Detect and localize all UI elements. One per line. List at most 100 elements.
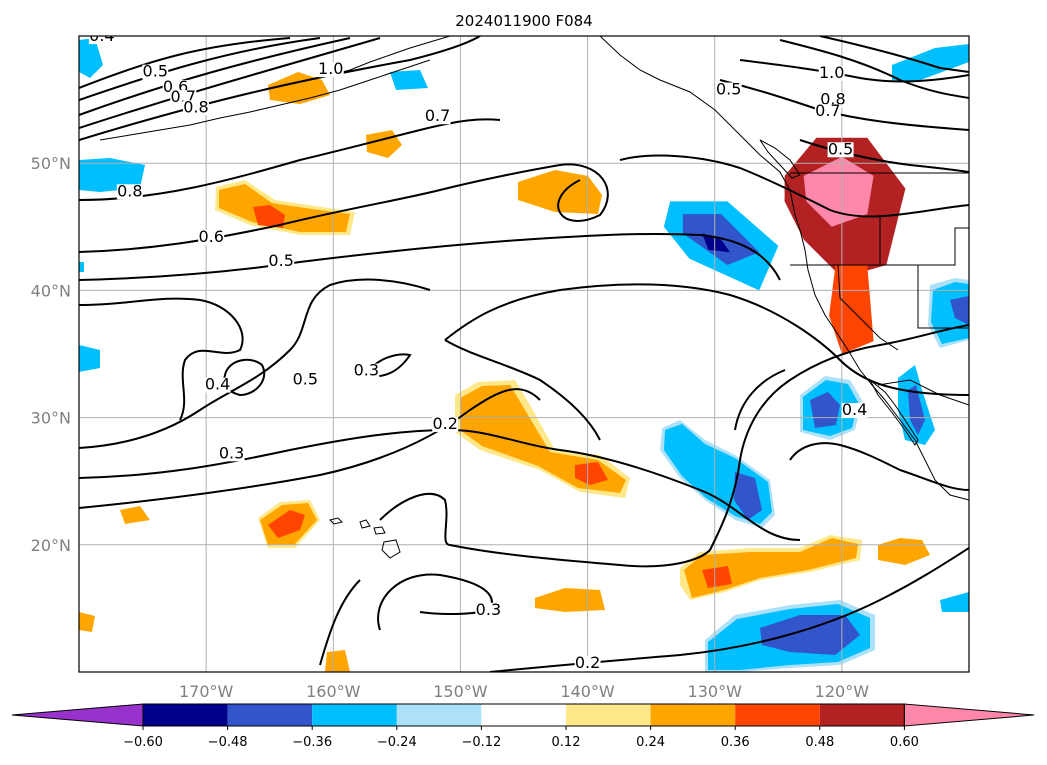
colorbar-tick-label: −0.36 bbox=[292, 735, 332, 750]
colorbar-tick-label: 0.24 bbox=[636, 735, 665, 750]
lat-tick-label: 20°N bbox=[31, 536, 71, 555]
negative-anomaly-patch bbox=[892, 44, 969, 82]
contour-line bbox=[619, 154, 969, 218]
contour-label-bg bbox=[218, 446, 245, 462]
colorbar: −0.60 −0.48 −0.36 −0.24 −0.12 0.12 0.24 0.36 0.4… bbox=[11, 703, 1035, 750]
negative-anomaly-patch bbox=[940, 592, 969, 612]
colorbar-segment bbox=[819, 704, 905, 726]
colorbar-tick-label: 0.60 bbox=[890, 735, 919, 750]
contour-line bbox=[79, 37, 351, 116]
colorbar-segment bbox=[396, 704, 482, 726]
negative-anomaly-patch bbox=[760, 615, 860, 655]
contour-label: 0.8 bbox=[183, 97, 208, 116]
contour-label: 0.3 bbox=[476, 600, 501, 619]
negative-anomaly-patch bbox=[390, 70, 428, 90]
negative-anomaly-patch bbox=[79, 262, 84, 272]
colorbar-segment bbox=[312, 704, 397, 726]
contour-label: 0.3 bbox=[219, 443, 244, 462]
negative-anomaly-patch bbox=[79, 158, 145, 192]
lat-tick-label: 30°N bbox=[31, 409, 71, 428]
colorbar-segment bbox=[481, 704, 566, 726]
colorbar-extend-max bbox=[903, 703, 1035, 727]
anomaly-region-5 bbox=[702, 233, 730, 253]
lon-tick-label: 160°W bbox=[306, 682, 361, 701]
contour-label-bg bbox=[142, 64, 169, 80]
positive-anomaly-patch bbox=[253, 205, 285, 228]
contour-line bbox=[79, 232, 781, 281]
contour-label-bg bbox=[574, 656, 601, 672]
contour-label-bg bbox=[204, 377, 231, 393]
lon-tick-label: 170°W bbox=[179, 682, 234, 701]
contour-label: 0.4 bbox=[89, 26, 114, 45]
contour-label-bg bbox=[818, 65, 845, 81]
positive-anomaly-patch bbox=[268, 72, 330, 104]
coastline-layer bbox=[99, 36, 969, 559]
axis-labels: 170°W 160°W 150°W 140°W 130°W 120°W 50°N 40°N 30… bbox=[31, 154, 870, 701]
positive-anomaly-patch bbox=[219, 184, 350, 232]
colorbar-tick-label: 0.12 bbox=[552, 735, 581, 750]
anomaly-region-2 bbox=[803, 156, 874, 227]
contour-label-bg bbox=[182, 100, 209, 116]
colorbar-segment bbox=[566, 704, 651, 726]
inland-border-mexico bbox=[877, 379, 969, 406]
contour-line bbox=[819, 36, 969, 73]
vancouver-island bbox=[759, 139, 801, 179]
positive-anomaly-patch bbox=[575, 462, 608, 485]
contour-label: 0.2 bbox=[575, 653, 600, 672]
contour-label-bg bbox=[827, 142, 854, 158]
contour-line bbox=[449, 324, 969, 568]
contour-label: 0.5 bbox=[716, 80, 741, 99]
contour-line bbox=[379, 492, 451, 546]
colorbar-tick-label: −0.60 bbox=[123, 735, 163, 750]
shaded-anomaly-layer bbox=[79, 38, 969, 672]
contour-label-bg bbox=[268, 254, 295, 270]
colorbar-segment bbox=[735, 704, 820, 726]
colorbar-tick-label: 0.48 bbox=[805, 735, 834, 750]
contour-label: 0.2 bbox=[432, 414, 457, 433]
contour-label-bg bbox=[424, 109, 451, 125]
map-frame bbox=[78, 35, 970, 673]
hawaiian-islands bbox=[329, 517, 401, 559]
contour-line bbox=[319, 579, 361, 666]
negative-anomaly-patch bbox=[79, 345, 100, 372]
contour-layer bbox=[79, 36, 969, 672]
contour-label: 0.8 bbox=[117, 181, 142, 200]
contour-label-bg bbox=[819, 92, 846, 108]
contour-label: 0.4 bbox=[842, 400, 867, 419]
contour-label: 0.8 bbox=[820, 90, 845, 109]
colorbar-tick-label: −0.48 bbox=[208, 735, 248, 750]
positive-anomaly-patch bbox=[518, 170, 602, 214]
contour-line bbox=[79, 37, 321, 101]
colorbar-segment bbox=[650, 704, 736, 726]
contour-line bbox=[79, 297, 244, 421]
contour-label: 0.5 bbox=[828, 139, 853, 158]
lat-tick-label: 40°N bbox=[31, 281, 71, 300]
contour-label-bg bbox=[715, 82, 742, 98]
contour-line bbox=[79, 388, 541, 509]
colorbar-extend-min bbox=[11, 703, 144, 727]
colorbar-segments bbox=[11, 703, 1035, 727]
colorbar-segment bbox=[227, 704, 313, 726]
contour-label-bg bbox=[841, 403, 868, 419]
contour-label: 0.4 bbox=[205, 375, 230, 394]
colorbar-tick-label: 0.36 bbox=[721, 735, 750, 750]
graticule bbox=[79, 36, 969, 672]
contour-label: 1.0 bbox=[819, 63, 844, 82]
contour-label: 0.3 bbox=[354, 361, 379, 380]
contour-line bbox=[444, 283, 969, 396]
contour-label-bg bbox=[475, 602, 502, 618]
contour-line bbox=[79, 163, 609, 253]
contour-label-bg bbox=[432, 417, 459, 433]
colorbar-ticks: −0.60 −0.48 −0.36 −0.24 −0.12 0.12 0.24 0.36 0.4… bbox=[123, 726, 919, 750]
contour-label: 0.5 bbox=[268, 251, 293, 270]
negative-anomaly-patch bbox=[734, 472, 762, 520]
contour-label: 0.5 bbox=[143, 62, 168, 81]
map-title: 2024011900 F084 bbox=[455, 12, 592, 30]
contour-label: 0.6 bbox=[199, 227, 224, 246]
contour-label: 0.7 bbox=[815, 101, 840, 120]
colorbar-tick-label: −0.24 bbox=[377, 735, 417, 750]
contour-label-bg bbox=[198, 230, 225, 246]
lon-tick-label: 130°W bbox=[688, 682, 743, 701]
colorbar-tick-label: −0.12 bbox=[461, 735, 501, 750]
